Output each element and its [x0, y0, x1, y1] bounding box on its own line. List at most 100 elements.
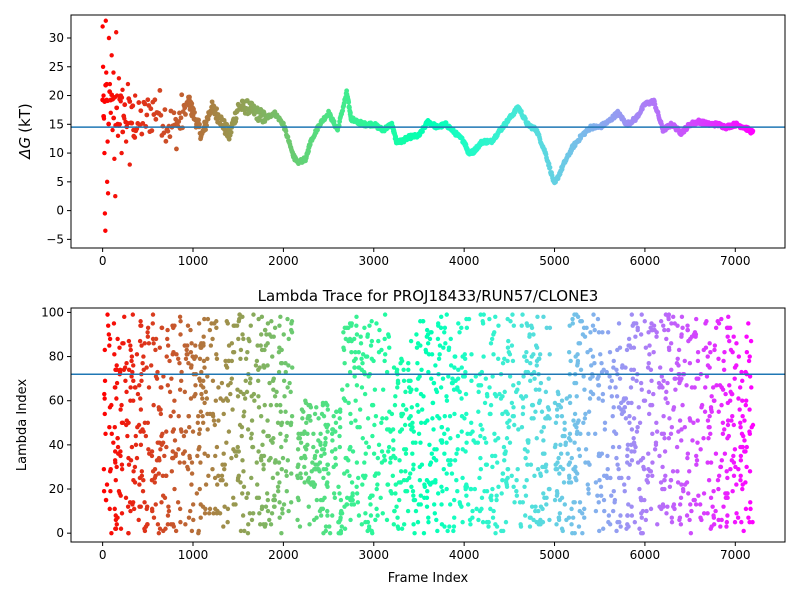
- lambda-point: [744, 349, 750, 355]
- lambda-point: [224, 440, 229, 445]
- lambda-point: [680, 402, 685, 408]
- lambda-point: [635, 425, 640, 430]
- lambda-point: [559, 526, 565, 531]
- lambda-point: [330, 513, 335, 518]
- lambda-point: [725, 495, 730, 501]
- lambda-point: [349, 480, 355, 485]
- lambda-point: [323, 400, 329, 406]
- lambda-point: [694, 316, 699, 322]
- lambda-point: [710, 504, 715, 509]
- lambda-point: [574, 471, 580, 476]
- lambda-point: [718, 524, 723, 529]
- lambda-point: [680, 325, 685, 331]
- lambda-point: [715, 477, 721, 483]
- lambda-point: [243, 378, 248, 384]
- lambda-point: [430, 416, 435, 421]
- delta-g-x-tick-label: 0: [99, 254, 107, 268]
- lambda-point: [544, 469, 549, 474]
- lambda-point: [510, 413, 516, 419]
- lambda-point: [369, 338, 375, 344]
- delta-g-point: [127, 99, 133, 104]
- lambda-point: [506, 338, 511, 344]
- lambda-point: [312, 411, 318, 417]
- lambda-point: [358, 341, 364, 346]
- lambda-point: [115, 515, 120, 520]
- delta-g-point: [101, 113, 107, 119]
- lambda-point: [119, 420, 125, 425]
- lambda-point: [495, 356, 501, 361]
- lambda-point: [473, 440, 478, 445]
- lambda-point: [641, 466, 647, 472]
- delta-g-point: [123, 139, 129, 144]
- lambda-point: [448, 462, 453, 467]
- lambda-point: [427, 442, 432, 448]
- delta-g-point: [331, 119, 337, 124]
- lambda-point: [155, 440, 160, 445]
- lambda-point: [612, 497, 618, 503]
- lambda-point: [176, 447, 181, 452]
- lambda-point: [434, 447, 439, 452]
- lambda-point: [240, 458, 245, 463]
- delta-g-point: [101, 93, 106, 98]
- lambda-point: [474, 506, 479, 512]
- delta-g-point: [109, 53, 114, 58]
- lambda-point: [573, 464, 578, 470]
- lambda-point: [299, 407, 305, 412]
- lambda-point: [176, 356, 181, 361]
- lambda-point: [716, 356, 721, 361]
- lambda-point: [706, 477, 712, 483]
- lambda-point: [544, 502, 549, 507]
- delta-g-point: [100, 64, 106, 69]
- lambda-point: [725, 475, 730, 481]
- lambda-point: [198, 409, 204, 414]
- lambda-point: [188, 349, 194, 355]
- lambda-point: [500, 477, 505, 483]
- lambda-point: [131, 378, 136, 384]
- lambda-point: [725, 491, 730, 496]
- lambda-point: [333, 420, 339, 425]
- lambda-point: [532, 473, 537, 478]
- lambda-point: [662, 477, 667, 483]
- lambda-point: [565, 451, 570, 456]
- lambda-point: [347, 473, 352, 478]
- lambda-point: [726, 433, 732, 439]
- delta-g-point: [161, 130, 167, 136]
- lambda-point: [554, 493, 560, 498]
- lambda-point: [229, 341, 235, 346]
- lambda-point: [188, 508, 193, 514]
- delta-g-x-tick-label: 2000: [268, 254, 299, 268]
- lambda-point: [225, 321, 230, 326]
- lambda-point: [563, 440, 569, 445]
- lambda-point: [415, 341, 421, 346]
- lambda-point: [379, 420, 384, 425]
- lambda-point: [424, 504, 430, 509]
- lambda-point: [455, 433, 461, 439]
- lambda-point: [240, 491, 245, 496]
- lambda-point: [515, 466, 520, 472]
- lambda-point: [376, 471, 381, 476]
- lambda-point: [112, 425, 117, 430]
- lambda-point: [220, 462, 225, 467]
- lambda-point: [507, 440, 513, 445]
- lambda-point: [164, 473, 169, 478]
- lambda-point: [302, 444, 308, 450]
- lambda-point: [514, 493, 520, 498]
- lambda-point: [172, 398, 177, 403]
- lambda-point: [401, 522, 407, 527]
- lambda-point: [614, 394, 620, 399]
- lambda-point: [544, 325, 549, 331]
- lambda-point: [677, 502, 683, 507]
- lambda-point: [426, 515, 431, 520]
- lambda-point: [113, 477, 118, 483]
- lambda-point: [124, 418, 129, 423]
- lambda-point: [236, 449, 241, 454]
- lambda-point: [102, 391, 107, 397]
- lambda-point: [722, 349, 727, 355]
- delta-g-point: [108, 110, 113, 116]
- lambda-point: [630, 376, 636, 381]
- lambda-point: [631, 416, 637, 421]
- lambda-point: [500, 471, 506, 476]
- lambda-point: [185, 352, 190, 357]
- lambda-point: [152, 466, 158, 472]
- lambda-point: [280, 506, 285, 512]
